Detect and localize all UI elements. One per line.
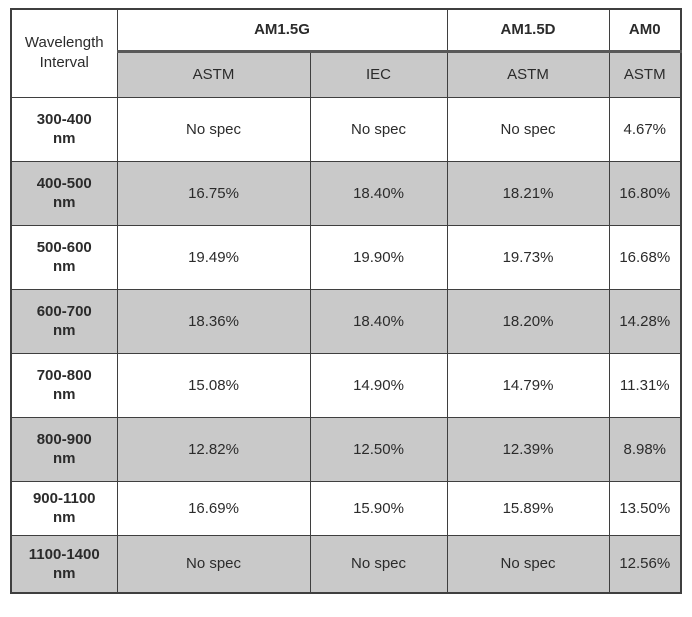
wavelength-interval-cell: 600-700 nm xyxy=(10,288,118,354)
percentage-value-cell: No spec xyxy=(446,96,610,162)
percentage-value-cell: 12.82% xyxy=(116,416,311,482)
wavelength-unit-label: nm xyxy=(53,564,76,582)
percentage-value-cell: 18.40% xyxy=(309,160,448,226)
wavelength-unit-label: nm xyxy=(53,322,76,339)
percentage-value-cell: No spec xyxy=(116,534,311,594)
spectral-table-wrapper: Wavelength Interval AM1.5G AM1.5D AM0 AS… xyxy=(10,8,683,594)
percentage-value-cell: 16.68% xyxy=(608,224,682,290)
wavelength-interval-cell: 700-800 nm xyxy=(10,352,118,418)
percentage-value-cell: 15.90% xyxy=(309,480,448,536)
group-header-am0: AM0 xyxy=(608,8,682,52)
table-row: 600-700 nm 18.36% 18.40% 18.20% 14.28% xyxy=(10,288,682,354)
wavelength-interval-cell: 400-500 nm xyxy=(10,160,118,226)
group-header-am15d: AM1.5D xyxy=(446,8,610,52)
group-header-am15g: AM1.5G xyxy=(116,8,448,52)
wavelength-unit-label: nm xyxy=(53,258,76,275)
percentage-value-cell: 14.90% xyxy=(309,352,448,418)
wavelength-range-label: 500-600 xyxy=(36,239,92,256)
wavelength-interval-cell: 800-900 nm xyxy=(10,416,118,482)
wavelength-range-label: 800-900 xyxy=(36,431,92,448)
table-row: 800-900 nm 12.82% 12.50% 12.39% 8.98% xyxy=(10,416,682,482)
percentage-value-cell: No spec xyxy=(309,96,448,162)
wavelength-range-label: 900-1100 xyxy=(32,490,96,507)
subheader-astm-am0: ASTM xyxy=(608,49,682,98)
wavelength-unit-label: nm xyxy=(53,386,76,403)
percentage-value-cell: 4.67% xyxy=(608,96,682,162)
subheader-astm-am15d: ASTM xyxy=(446,49,610,98)
percentage-value-cell: 14.28% xyxy=(608,288,682,354)
wavelength-range-label: 300-400 xyxy=(36,111,92,128)
percentage-value-cell: 18.20% xyxy=(446,288,610,354)
wavelength-interval-cell: 300-400 nm xyxy=(10,96,118,162)
percentage-value-cell: No spec xyxy=(309,534,448,594)
group-header-row: Wavelength Interval AM1.5G AM1.5D AM0 xyxy=(10,8,682,98)
wavelength-range-label: 700-800 xyxy=(36,367,92,384)
percentage-value-cell: 12.56% xyxy=(608,534,682,594)
spectral-distribution-table: Wavelength Interval AM1.5G AM1.5D AM0 AS… xyxy=(10,8,683,594)
corner-header-wavelength-interval: Wavelength Interval xyxy=(10,8,118,98)
percentage-value-cell: 13.50% xyxy=(608,480,682,536)
wavelength-range-label: 600-700 xyxy=(36,303,92,320)
percentage-value-cell: 12.50% xyxy=(309,416,448,482)
percentage-value-cell: 16.69% xyxy=(116,480,311,536)
percentage-value-cell: 16.75% xyxy=(116,160,311,226)
subheader-iec-am15g: IEC xyxy=(309,49,448,98)
percentage-value-cell: 12.39% xyxy=(446,416,610,482)
table-body: 300-400 nm No spec No spec No spec 4.67% 400-5… xyxy=(10,96,682,594)
percentage-value-cell: 19.90% xyxy=(309,224,448,290)
subheader-row: ASTM IEC ASTM ASTM xyxy=(11,49,682,98)
table-row: 400-500 nm 16.75% 18.40% 18.21% 16.80% xyxy=(10,160,682,226)
wavelength-interval-cell: 1100-1400 nm xyxy=(10,534,118,594)
wavelength-interval-cell: 900-1100 nm xyxy=(10,480,118,536)
wavelength-range-label: 400-500 xyxy=(36,175,92,192)
percentage-value-cell: 8.98% xyxy=(608,416,682,482)
wavelength-unit-label: nm xyxy=(53,450,76,467)
wavelength-range-label: 1100-1400 xyxy=(28,545,100,563)
percentage-value-cell: 11.31% xyxy=(608,352,682,418)
table-row: 500-600 nm 19.49% 19.90% 19.73% 16.68% xyxy=(10,224,682,290)
percentage-value-cell: No spec xyxy=(446,534,610,594)
table-row: 300-400 nm No spec No spec No spec 4.67% xyxy=(10,96,682,162)
percentage-value-cell: 19.49% xyxy=(116,224,311,290)
percentage-value-cell: 16.80% xyxy=(608,160,682,226)
percentage-value-cell: 18.36% xyxy=(116,288,311,354)
percentage-value-cell: No spec xyxy=(116,96,311,162)
table-row: 1100-1400 nm No spec No spec No spec 12.56% xyxy=(10,534,682,594)
wavelength-unit-label: nm xyxy=(53,509,76,526)
percentage-value-cell: 15.89% xyxy=(446,480,610,536)
percentage-value-cell: 18.40% xyxy=(309,288,448,354)
table-header: Wavelength Interval AM1.5G AM1.5D AM0 AS… xyxy=(10,8,682,98)
wavelength-interval-cell: 500-600 nm xyxy=(10,224,118,290)
subheader-astm-am15g: ASTM xyxy=(116,49,311,98)
table-row: 900-1100 nm 16.69% 15.90% 15.89% 13.50% xyxy=(10,480,682,536)
percentage-value-cell: 18.21% xyxy=(446,160,610,226)
table-row: 700-800 nm 15.08% 14.90% 14.79% 11.31% xyxy=(10,352,682,418)
wavelength-unit-label: nm xyxy=(53,130,76,147)
percentage-value-cell: 15.08% xyxy=(116,352,311,418)
percentage-value-cell: 19.73% xyxy=(446,224,610,290)
percentage-value-cell: 14.79% xyxy=(446,352,610,418)
wavelength-unit-label: nm xyxy=(53,194,76,211)
